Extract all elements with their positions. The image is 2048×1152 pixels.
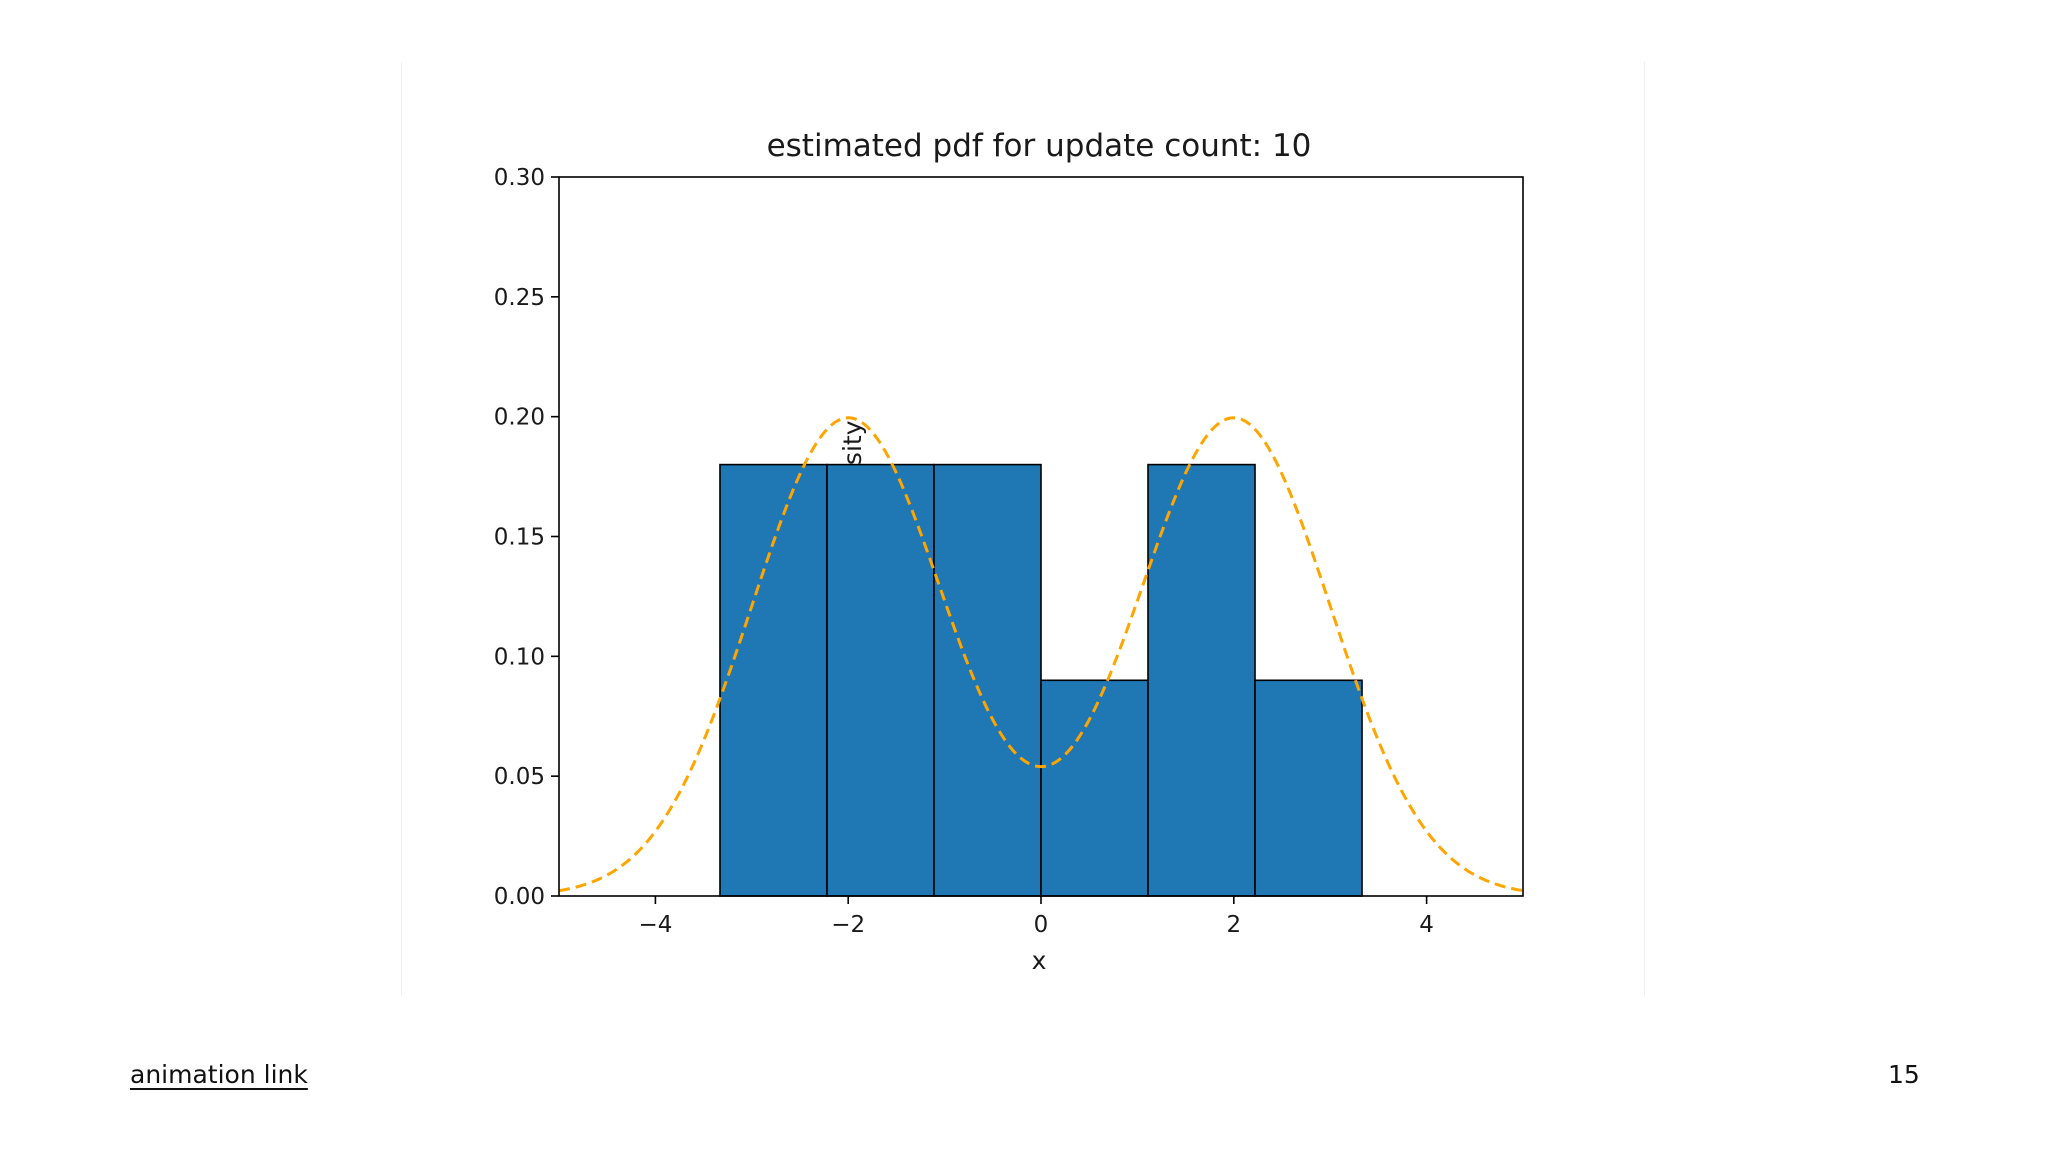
y-tick-label: 0.20 bbox=[494, 405, 545, 431]
y-tick-label: 0.10 bbox=[494, 644, 545, 670]
slide-frame: estimated pdf for update count: 10 proba… bbox=[401, 62, 1645, 996]
y-tick-label: 0.15 bbox=[494, 525, 545, 551]
y-tick-label: 0.00 bbox=[494, 884, 545, 910]
x-tick-label: 2 bbox=[1226, 912, 1241, 938]
histogram-bar bbox=[826, 463, 935, 897]
chart: estimated pdf for update count: 10 proba… bbox=[494, 128, 1524, 975]
page-number: 15 bbox=[1888, 1060, 1920, 1089]
pdf-curve-group bbox=[558, 416, 1524, 893]
histogram-bars bbox=[719, 463, 1363, 897]
x-axis-label: x bbox=[1032, 946, 1047, 975]
x-axis-ticks: −4 −2 0 2 4 bbox=[638, 896, 1434, 938]
histogram-bar bbox=[1147, 463, 1256, 897]
x-tick-label: 0 bbox=[1034, 912, 1049, 938]
x-tick-label: 4 bbox=[1419, 912, 1434, 938]
y-tick-label: 0.30 bbox=[494, 165, 545, 191]
x-tick-label: −4 bbox=[638, 912, 672, 938]
histogram-bar bbox=[719, 463, 828, 897]
histogram-bar bbox=[1040, 679, 1149, 897]
y-tick-label: 0.05 bbox=[494, 764, 545, 790]
y-axis-ticks: 0.00 0.05 0.10 0.15 0.20 0.25 0.30 bbox=[494, 165, 559, 910]
x-tick-label: −2 bbox=[831, 912, 865, 938]
histogram-bar bbox=[1254, 679, 1363, 897]
y-tick-label: 0.25 bbox=[494, 285, 545, 311]
histogram-bar bbox=[933, 463, 1042, 897]
animation-link[interactable]: animation link bbox=[130, 1060, 308, 1089]
pdf-curve bbox=[558, 416, 1524, 893]
chart-title: estimated pdf for update count: 10 bbox=[767, 128, 1312, 164]
